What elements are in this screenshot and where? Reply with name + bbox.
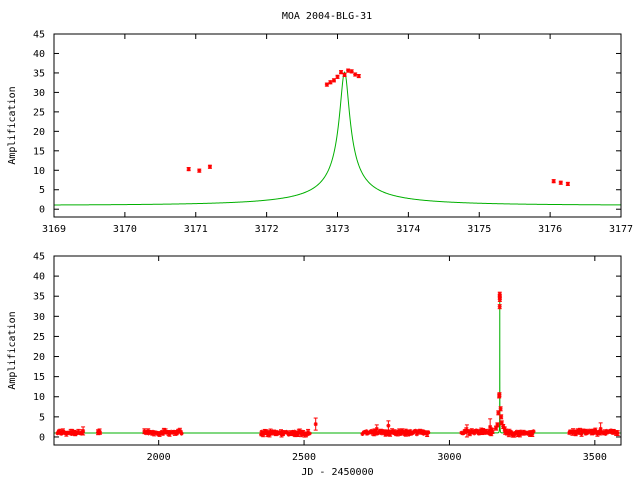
y-tick-label: 25 bbox=[33, 332, 45, 343]
data-point bbox=[307, 431, 312, 436]
bottom-panel: 0 5 10 15 20 25 30 35 40 45 2000 2500 3000 3500 Amplif… bbox=[7, 252, 622, 478]
data-point bbox=[499, 414, 504, 420]
data-point bbox=[426, 430, 431, 435]
y-tick-label: 40 bbox=[33, 272, 45, 283]
x-tick-label: 2500 bbox=[292, 452, 316, 463]
data-point bbox=[324, 82, 329, 87]
y-tick-label: 35 bbox=[33, 68, 45, 79]
y-tick-label: 40 bbox=[33, 49, 45, 60]
y-tick-label: 20 bbox=[33, 352, 45, 363]
data-point bbox=[331, 78, 336, 83]
x-tick-label: 3170 bbox=[113, 224, 137, 235]
data-point bbox=[186, 167, 191, 172]
data-point-d2 bbox=[408, 429, 413, 433]
y-axis-label: Amplification bbox=[7, 311, 18, 389]
y-tick-label: 0 bbox=[39, 205, 45, 216]
data-point bbox=[488, 418, 493, 436]
data-point-d2 bbox=[426, 430, 431, 435]
data-point bbox=[207, 164, 212, 169]
chart-title: MOA 2004-BLG-31 bbox=[282, 11, 372, 22]
x-tick-label: 3171 bbox=[184, 224, 208, 235]
model-curve bbox=[54, 71, 622, 206]
data-point bbox=[551, 179, 556, 184]
x-tick-label: 3176 bbox=[538, 224, 562, 235]
data-point bbox=[81, 426, 86, 436]
y-tick-label: 10 bbox=[33, 392, 45, 403]
data-point-d2 bbox=[307, 431, 312, 436]
y-tick-label: 5 bbox=[39, 412, 45, 423]
y-tick-label: 0 bbox=[39, 432, 45, 443]
data-point bbox=[464, 424, 469, 438]
data-point-d2 bbox=[179, 431, 184, 436]
top-panel: 0 5 10 15 20 25 30 35 40 45 3169 3170 3171 3172 3173 31… bbox=[7, 30, 633, 236]
data-point bbox=[328, 80, 333, 85]
y-tick-label: 5 bbox=[39, 185, 45, 196]
data-point bbox=[353, 72, 358, 77]
y-axis-label: Amplification bbox=[7, 86, 18, 164]
y-tick-label: 45 bbox=[33, 252, 45, 263]
data-point-d2 bbox=[423, 430, 427, 434]
x-tick-label: 3175 bbox=[467, 224, 491, 235]
data-point bbox=[349, 69, 354, 74]
data-point bbox=[197, 168, 202, 173]
data-point bbox=[313, 417, 318, 431]
x-tick-label: 3000 bbox=[437, 452, 461, 463]
y-tick-label: 20 bbox=[33, 127, 45, 138]
data-point-d2 bbox=[531, 429, 536, 434]
data-point-d2 bbox=[421, 429, 425, 433]
data-point-d2 bbox=[98, 431, 103, 435]
y-tick-label: 10 bbox=[33, 166, 45, 177]
data-point-d2 bbox=[179, 429, 183, 434]
data-point bbox=[179, 431, 184, 436]
x-axis-label: JD - 2450000 bbox=[301, 467, 373, 478]
plot-frame bbox=[53, 33, 622, 218]
data-point bbox=[498, 406, 503, 412]
data-point bbox=[98, 431, 103, 436]
data-point bbox=[490, 428, 495, 434]
y-tick-label: 45 bbox=[33, 30, 45, 41]
x-tick-label: 3500 bbox=[583, 452, 607, 463]
y-tick-label: 15 bbox=[33, 146, 45, 157]
data-point-d2 bbox=[482, 429, 487, 433]
data-point bbox=[335, 74, 340, 79]
data-point bbox=[497, 296, 502, 302]
data-point bbox=[339, 70, 344, 75]
data-point bbox=[558, 180, 563, 185]
x-tick-label: 3177 bbox=[609, 224, 633, 235]
x-tick-label: 3172 bbox=[255, 224, 279, 235]
y-tick-label: 15 bbox=[33, 372, 45, 383]
x-tick-label: 3174 bbox=[396, 224, 420, 235]
data-point bbox=[502, 426, 507, 432]
data-point bbox=[496, 410, 501, 416]
data-point bbox=[531, 429, 536, 434]
y-tick-label: 35 bbox=[33, 292, 45, 303]
y-tick-label: 30 bbox=[33, 88, 45, 99]
data-point bbox=[497, 393, 502, 399]
data-point-d2 bbox=[476, 428, 480, 433]
data-point bbox=[615, 430, 620, 437]
plot-frame bbox=[53, 255, 622, 446]
data-point bbox=[493, 425, 498, 431]
x-tick-label: 3173 bbox=[325, 224, 349, 235]
data-point bbox=[598, 422, 603, 436]
data-point bbox=[497, 304, 502, 310]
model-curve bbox=[54, 295, 621, 434]
y-tick-label: 25 bbox=[33, 107, 45, 118]
x-tick-label: 2000 bbox=[147, 452, 171, 463]
y-tick-label: 30 bbox=[33, 312, 45, 323]
data-point bbox=[346, 68, 351, 73]
data-point bbox=[374, 424, 379, 434]
data-point bbox=[386, 420, 391, 432]
data-point bbox=[342, 72, 347, 77]
x-tick-label: 3169 bbox=[42, 224, 66, 235]
data-point bbox=[565, 181, 570, 186]
data-point bbox=[356, 73, 361, 79]
